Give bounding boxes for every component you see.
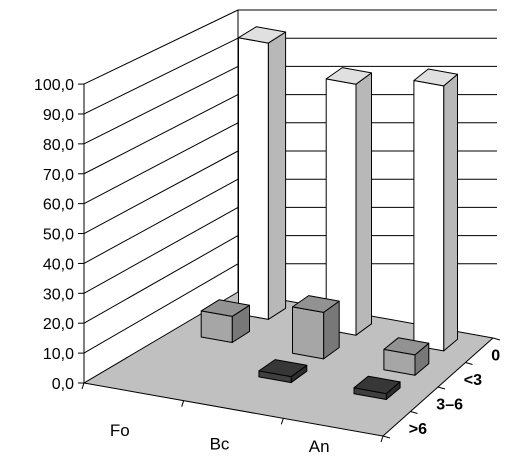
y-tick-label: 20,0: [43, 316, 74, 333]
bar-front: [238, 37, 269, 320]
bar-3–6-An: [353, 375, 401, 400]
bars-layer: [200, 26, 458, 400]
x-tick-label: Fo: [110, 421, 130, 440]
gridline-side-1: [83, 263, 239, 354]
gridline-side-5: [83, 150, 239, 234]
x-tick-mark-3: [380, 435, 384, 443]
bar-<3-An: [383, 337, 430, 376]
y-tick-label: 80,0: [43, 137, 74, 154]
y-tick-label: 10,0: [43, 346, 74, 363]
bar-3–6-Bc: [258, 359, 308, 384]
bar-front: [325, 78, 357, 336]
y-tick-label: 50,0: [43, 227, 74, 244]
bar-top: [383, 337, 430, 356]
bar-top: [258, 359, 308, 378]
gridline-side-3: [83, 206, 239, 294]
y-tick-label: 60,0: [43, 197, 74, 214]
x-tick-label: An: [309, 437, 330, 456]
x-tick-label: Bc: [210, 435, 230, 454]
y-tick-label: 40,0: [43, 256, 74, 273]
gridline-side-6: [83, 122, 239, 205]
depth-tick-label: >6: [409, 421, 427, 438]
bar-top: [238, 26, 287, 44]
y-tick-label: 0,0: [52, 376, 74, 393]
bar-top: [292, 295, 340, 313]
gridline-side-10: [83, 9, 239, 85]
axes-layer: [78, 10, 501, 443]
y-tick-label: 100,0: [34, 77, 74, 94]
y-tick-label: 90,0: [43, 107, 74, 124]
gridline-side-8: [83, 65, 239, 145]
depth-tick-mark-3: [410, 411, 418, 414]
bar-<3-Fo: [200, 299, 250, 343]
bar-0-Bc: [325, 67, 372, 336]
bar-0-An: [413, 68, 458, 352]
depth-tick-mark-4: [382, 435, 391, 439]
bar-side: [267, 31, 287, 320]
bar-top: [325, 67, 372, 85]
x-tick-mark-2: [280, 418, 284, 425]
x-tick-mark-1: [181, 400, 185, 407]
gridline-side-2: [83, 235, 239, 324]
gridline-side-9: [83, 37, 239, 115]
bar-front: [292, 306, 325, 360]
bar-side: [443, 73, 458, 352]
depth-tick-label: 0: [491, 347, 500, 364]
y-tick-label: 70,0: [43, 167, 74, 184]
gridline-side-7: [83, 94, 239, 175]
depth-tick-mark-2: [437, 386, 446, 390]
bar-top: [353, 375, 401, 395]
bar-side: [355, 72, 372, 336]
depth-tick-mark-1: [465, 362, 473, 365]
depth-tick-label: <3: [464, 372, 482, 389]
bar-<3-Bc: [292, 295, 340, 360]
gridline-side-4: [83, 178, 239, 264]
depth-tick-mark-0: [492, 337, 501, 341]
labels-layer: 0,0 10,0 20,0 30,0 40,0 50,0 60,0 70,0 80,0 90,0 1…: [34, 77, 500, 456]
bar-top: [413, 68, 458, 87]
bar-front: [413, 80, 445, 352]
y-tick-label: 30,0: [43, 286, 74, 303]
side-wall: [84, 10, 238, 383]
bar-0-Fo: [238, 26, 287, 320]
depth-tick-label: 3–6: [436, 396, 463, 413]
x-tick-mark-0: [81, 382, 85, 390]
bar-top: [200, 299, 250, 317]
